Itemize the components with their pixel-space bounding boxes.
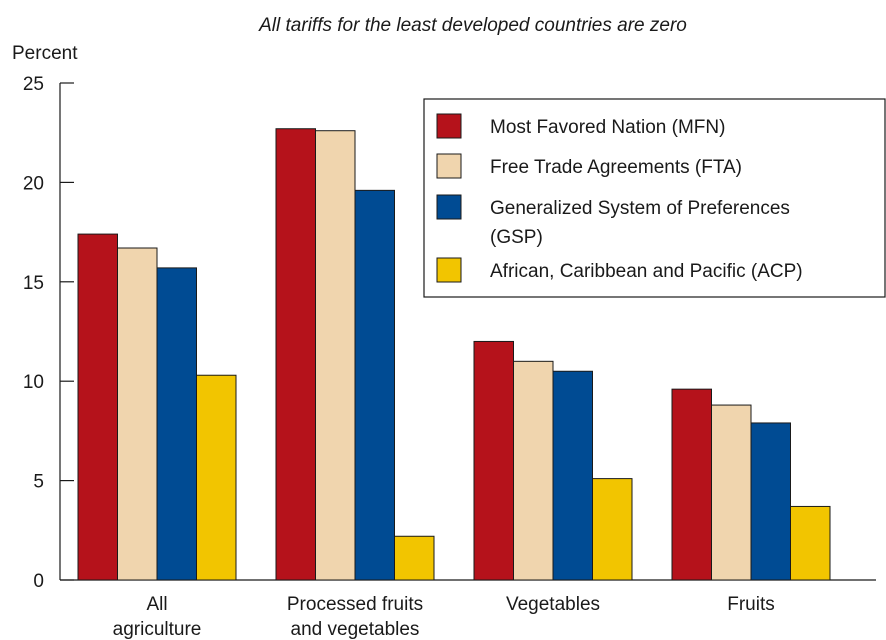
y-axis-label: Percent <box>12 43 78 64</box>
bar <box>315 130 356 581</box>
legend-label: Free Trade Agreements (FTA) <box>490 157 742 178</box>
x-axis-labels: All agriculture Processed fruits and vegeta… <box>113 594 775 640</box>
bar <box>671 388 712 581</box>
bar <box>552 370 593 581</box>
x-tick-label: Processed fruits <box>287 594 423 615</box>
x-tick-label: agriculture <box>113 619 202 640</box>
bar <box>750 422 791 581</box>
legend-box <box>423 98 886 298</box>
legend-swatch <box>436 194 462 220</box>
legend-label: Generalized System of Preferences <box>490 198 790 219</box>
bar <box>156 267 197 581</box>
x-tick-label: All <box>146 594 167 615</box>
chart-title: All tariffs for the least developed coun… <box>258 15 687 36</box>
bar <box>77 233 118 581</box>
x-tick-label: and vegetables <box>291 619 420 640</box>
legend-swatch <box>436 113 462 139</box>
bar <box>394 535 435 581</box>
legend-label: African, Caribbean and Pacific (ACP) <box>490 261 803 282</box>
bar <box>711 404 752 581</box>
bars <box>77 128 831 581</box>
y-tick-label: 10 <box>23 372 44 393</box>
bar <box>117 247 158 581</box>
bar <box>196 374 237 581</box>
legend-swatch <box>436 257 462 283</box>
y-tick-label: 5 <box>33 472 44 493</box>
bar <box>354 189 395 581</box>
bar <box>592 478 633 581</box>
y-tick-label: 15 <box>23 273 44 294</box>
y-tick-label: 25 <box>23 74 44 95</box>
legend-swatch <box>436 153 462 179</box>
legend: Most Favored Nation (MFN) Free Trade Agre… <box>423 98 886 298</box>
y-tick-label: 20 <box>23 173 44 194</box>
bar <box>513 360 554 581</box>
legend-label: Most Favored Nation (MFN) <box>490 117 725 138</box>
bar <box>473 340 514 581</box>
legend-label: (GSP) <box>490 227 543 248</box>
x-tick-label: Fruits <box>727 594 775 615</box>
x-tick-label: Vegetables <box>506 594 600 615</box>
y-tick-label: 0 <box>33 571 44 592</box>
bar <box>275 128 316 581</box>
bar <box>790 505 831 581</box>
